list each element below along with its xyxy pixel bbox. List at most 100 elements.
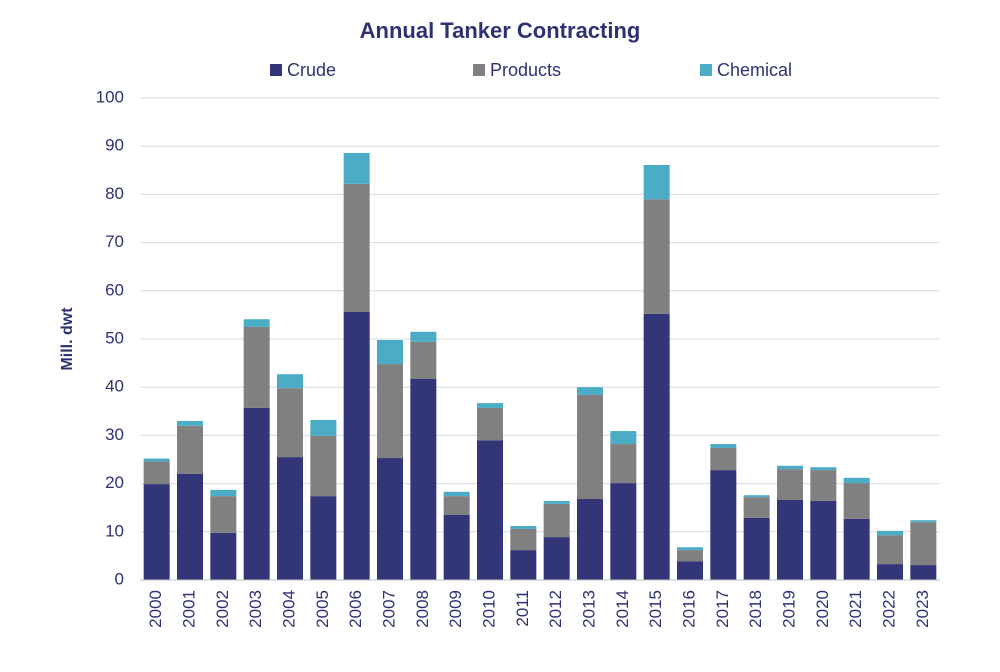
bar-segment [310, 419, 337, 436]
bar-segment [177, 473, 203, 580]
legend-swatch [700, 64, 712, 76]
bar-segment [777, 465, 803, 470]
legend-swatch [270, 64, 282, 76]
bar-segment [743, 517, 770, 580]
bar-segment [643, 164, 670, 200]
bar-segment [610, 431, 637, 445]
bar-segment [810, 470, 837, 501]
bar-segment [343, 183, 370, 313]
bar-segment [577, 499, 603, 580]
bar-segment [277, 457, 303, 580]
bar-segment [677, 561, 703, 580]
bar-segment [310, 496, 337, 580]
y-tick-label: 20 [105, 473, 124, 492]
y-tick-label: 50 [105, 328, 124, 347]
x-tick-label: 2021 [846, 590, 865, 628]
bar-segment [410, 379, 437, 580]
x-tick-label: 2009 [446, 590, 465, 628]
legend-label: Products [490, 60, 561, 80]
bar-segment [810, 467, 837, 471]
bar-segment [310, 435, 337, 497]
y-tick-label: 10 [105, 521, 124, 540]
x-tick-label: 2007 [379, 590, 398, 628]
bar-segment [910, 522, 937, 566]
x-tick-label: 2013 [579, 590, 598, 628]
bar-segment [210, 496, 237, 533]
bar-segment [710, 447, 737, 471]
y-tick-label: 40 [105, 377, 124, 396]
x-tick-label: 2014 [613, 590, 632, 628]
x-tick-label: 2005 [313, 590, 332, 628]
x-tick-label: 2011 [513, 590, 532, 627]
y-tick-label: 70 [105, 232, 124, 251]
bar-segment [810, 500, 837, 580]
y-tick-label: 60 [105, 280, 124, 299]
bar-segment [677, 547, 703, 551]
bar-segment [443, 496, 470, 515]
x-tick-label: 2010 [479, 590, 498, 628]
bar-segment [777, 499, 803, 580]
x-tick-label: 2018 [746, 590, 765, 628]
bar-segment [377, 364, 403, 459]
x-tick-label: 2004 [279, 590, 298, 628]
x-tick-label: 2012 [546, 590, 565, 628]
bar-segment [177, 420, 203, 426]
bar-segment [477, 407, 503, 441]
x-tick-label: 2023 [913, 590, 932, 628]
bar-segment [343, 152, 370, 184]
x-tick-label: 2006 [346, 590, 365, 628]
x-tick-label: 2015 [646, 590, 665, 628]
y-tick-label: 30 [105, 425, 124, 444]
bar-segment [443, 514, 470, 580]
bar-segment [443, 491, 470, 497]
x-tick-label: 2008 [413, 590, 432, 628]
x-tick-label: 2019 [779, 590, 798, 628]
x-tick-label: 2002 [213, 590, 232, 628]
x-tick-label: 2020 [813, 590, 832, 628]
bar-segment [543, 503, 570, 538]
bar-segment [910, 520, 937, 523]
y-tick-label: 0 [115, 569, 124, 588]
bar-segment [410, 341, 437, 380]
bar-segment [843, 477, 870, 484]
x-tick-label: 2000 [146, 590, 165, 628]
bar-segment [543, 500, 570, 504]
x-tick-label: 2016 [679, 590, 698, 628]
bar-segment [610, 483, 637, 580]
bar-segment [843, 483, 870, 519]
bar-segment [577, 387, 603, 395]
y-axis-label: Mill. dwt [59, 307, 76, 371]
chart-title: Annual Tanker Contracting [360, 18, 641, 43]
bar-segment [543, 537, 570, 580]
legend-label: Chemical [717, 60, 792, 80]
bar-segment [143, 461, 170, 485]
bar-segment [210, 532, 237, 580]
bar-segment [143, 484, 170, 580]
bar-segment [577, 394, 603, 500]
bar-segment [777, 469, 803, 500]
bar-segment [377, 458, 403, 580]
bar-segment [210, 489, 237, 497]
bar-segment [277, 388, 303, 458]
bar-segment [677, 550, 703, 562]
bar-segment [477, 403, 503, 408]
bar-segment [743, 497, 770, 518]
bar-segment [143, 458, 170, 462]
bar-segment [643, 313, 670, 580]
bar-segment [477, 440, 503, 580]
x-tick-label: 2003 [246, 590, 265, 628]
bar-segment [510, 550, 537, 580]
bar-segment [743, 495, 770, 498]
x-tick-label: 2022 [879, 590, 898, 628]
bar-segment [277, 374, 303, 389]
bar-segment [643, 199, 670, 314]
bar-segment [243, 319, 270, 327]
bar-segment [877, 564, 903, 580]
bar-segment [177, 425, 203, 474]
bar-segment [877, 535, 903, 565]
bar-segment [843, 518, 870, 580]
bar-segment [710, 470, 737, 580]
y-tick-label: 80 [105, 184, 124, 203]
bar-segment [510, 526, 537, 529]
